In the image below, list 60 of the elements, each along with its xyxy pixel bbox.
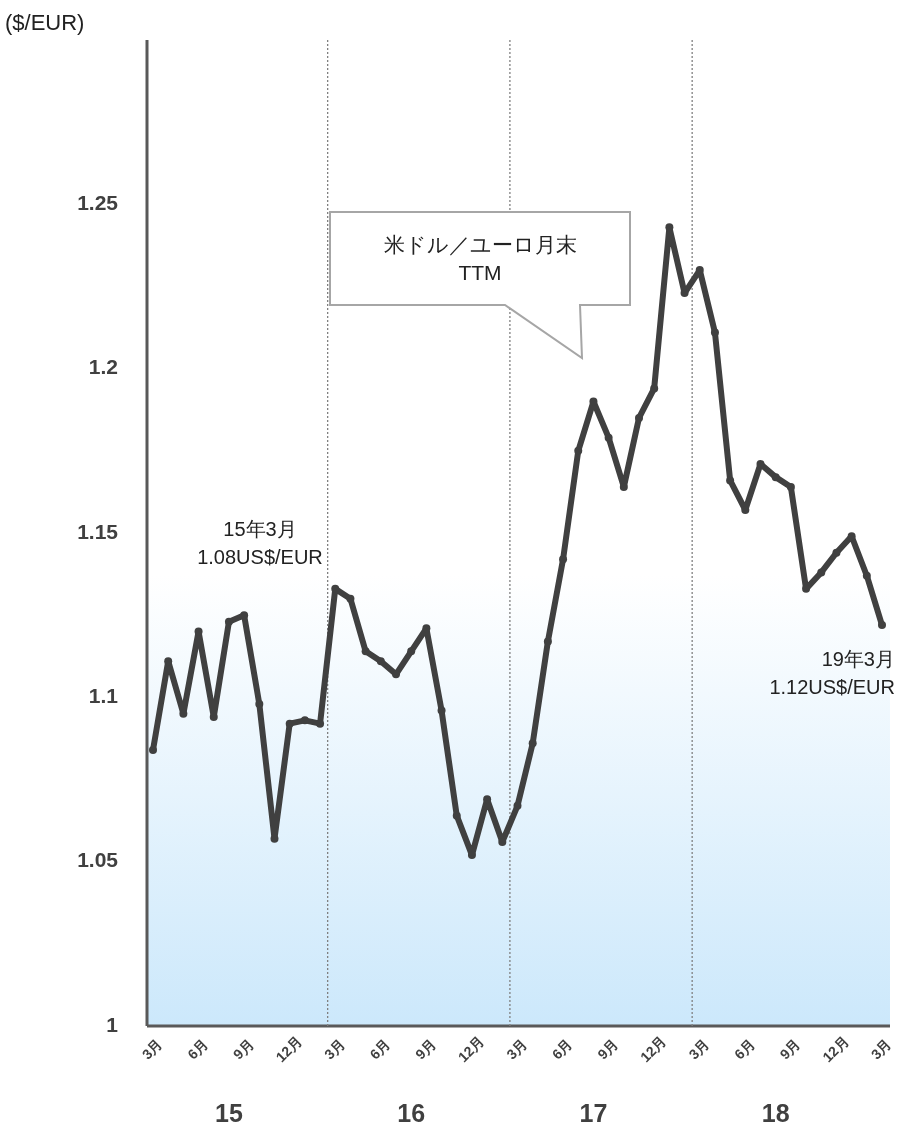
point — [346, 594, 355, 603]
x-tick-label: 9月 — [412, 1035, 439, 1063]
x-tick-label: 3月 — [138, 1035, 166, 1063]
x-tick-label: 6月 — [548, 1035, 576, 1063]
point — [467, 851, 476, 860]
point — [650, 384, 659, 393]
point — [878, 621, 886, 630]
y-tick-label: 1.25 — [77, 190, 119, 214]
text: 17 — [579, 1099, 608, 1127]
point — [513, 801, 522, 810]
point — [604, 433, 613, 442]
x-tick-label: 9月 — [594, 1035, 622, 1063]
point — [224, 617, 233, 626]
text: 15 — [215, 1099, 243, 1127]
point — [635, 413, 643, 422]
x-tick-label: 9月 — [229, 1035, 257, 1063]
x-tick-label: 3月 — [685, 1035, 713, 1063]
point — [209, 713, 218, 722]
point — [559, 555, 568, 564]
x-tick-label: 12月 — [637, 1032, 670, 1066]
text: 18 — [761, 1099, 790, 1127]
point — [300, 716, 309, 725]
point — [361, 647, 370, 656]
x-tick-label: 12月 — [819, 1032, 852, 1066]
y-tick-label: 1.15 — [77, 519, 119, 543]
point — [817, 568, 826, 577]
point — [437, 706, 446, 715]
text: 米ドル／ユーロ月末 TTM — [383, 233, 577, 284]
x-tick-label: 12月 — [454, 1032, 488, 1066]
point — [832, 548, 841, 557]
x-tick-label: 3月 — [503, 1035, 530, 1063]
point — [574, 446, 583, 455]
x-tick-label: 6月 — [184, 1035, 212, 1063]
annotation: 19年3月 1.12US$/EUR — [769, 648, 895, 698]
text: 16 — [397, 1099, 426, 1127]
y-axis-title: ($/EUR) — [5, 10, 85, 35]
point — [528, 739, 537, 748]
point — [726, 476, 735, 485]
point — [786, 482, 795, 491]
x-tick-label: 12月 — [272, 1032, 305, 1066]
x-tick-label: 6月 — [731, 1035, 758, 1063]
y-tick-label: 1.2 — [88, 355, 118, 379]
x-tick-label: 6月 — [366, 1035, 394, 1063]
point — [862, 571, 871, 580]
x-tick-label: 3月 — [867, 1035, 895, 1063]
point — [149, 745, 157, 754]
x-tick-label: 3月 — [320, 1035, 348, 1063]
point — [285, 719, 294, 728]
point — [376, 657, 385, 666]
point — [255, 699, 264, 708]
y-tick-label: 1 — [106, 1012, 119, 1036]
point — [452, 811, 461, 820]
annotation: 15年3月 1.08US$/EUR — [197, 518, 323, 568]
point — [710, 328, 719, 337]
point — [543, 637, 552, 646]
point — [771, 473, 780, 482]
y-tick-label: 1.05 — [77, 848, 119, 872]
point — [407, 647, 416, 656]
x-tick-label: 9月 — [776, 1035, 804, 1063]
y-tick-label: 1.1 — [88, 683, 119, 707]
